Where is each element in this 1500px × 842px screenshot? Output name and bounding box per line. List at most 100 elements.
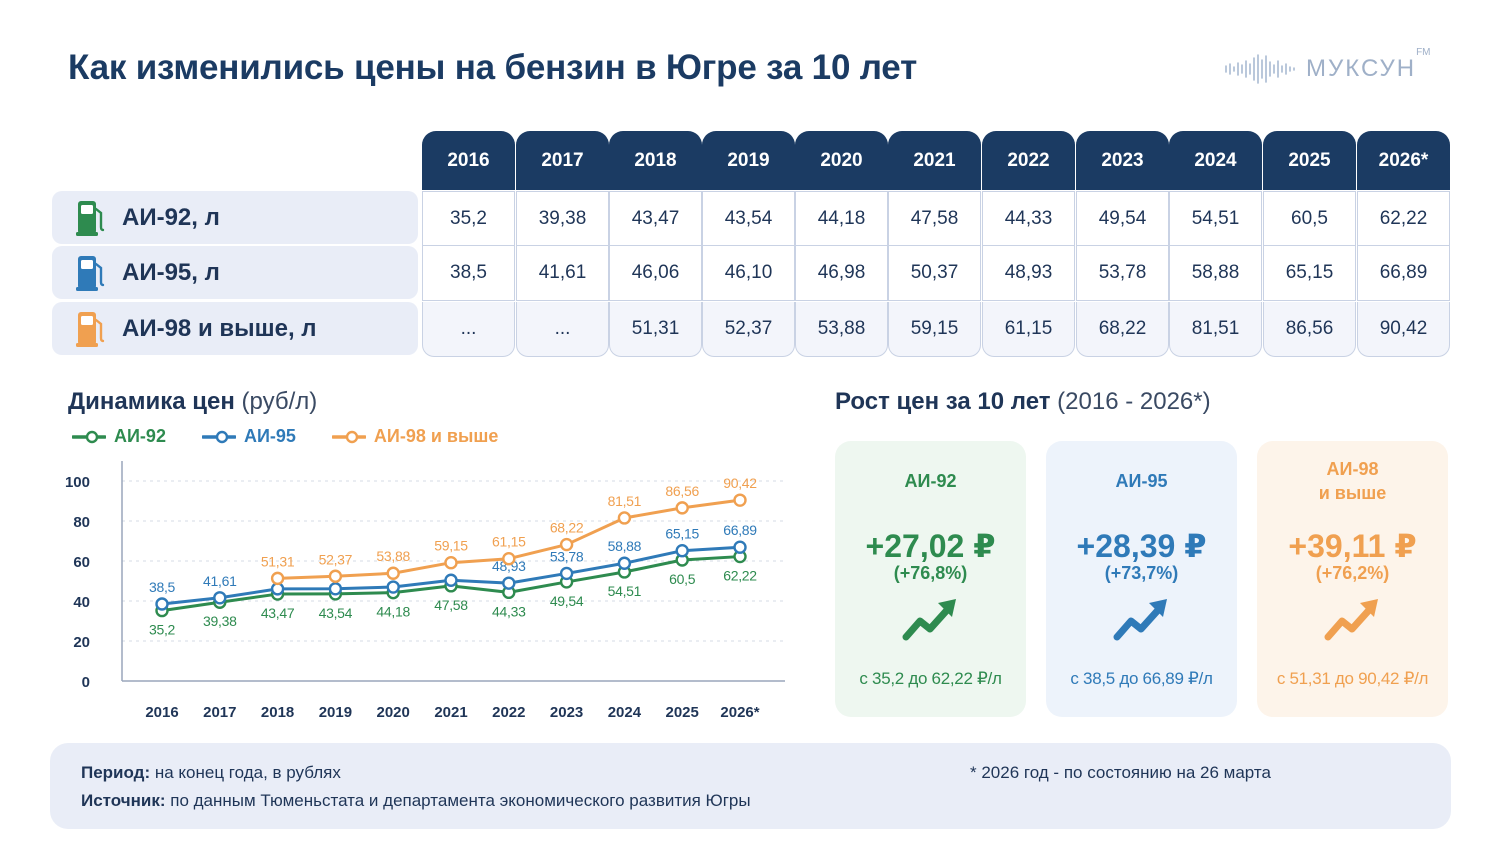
data-point	[733, 493, 747, 507]
data-label: 39,38	[203, 613, 237, 629]
growth-card-amount: +27,02 ₽	[865, 528, 996, 564]
y-tick-label: 80	[73, 514, 90, 531]
growth-card: АИ-92 +27,02 ₽ (+76,8%) с 35,2 до 62,22 ₽/л	[835, 441, 1026, 717]
data-label: 66,89	[723, 522, 757, 538]
data-label: 65,15	[665, 526, 699, 542]
table-cell: 86,56	[1263, 302, 1356, 357]
growth-card-amount: +39,11 ₽	[1288, 528, 1417, 564]
data-point	[617, 556, 632, 570]
table-cell: 68,22	[1076, 302, 1169, 357]
trend-up-arrow-icon	[1113, 599, 1167, 641]
table-cell: 52,37	[702, 302, 795, 357]
data-label: 59,15	[434, 538, 468, 554]
y-tick-label: 100	[65, 474, 90, 491]
x-tick-label: 2018	[261, 704, 294, 721]
fuel-row-label-text: АИ-95, л	[122, 258, 220, 286]
data-point	[559, 537, 574, 552]
legend-label: АИ-92	[114, 426, 166, 446]
data-label: 61,15	[492, 534, 526, 550]
table-cell: 66,89	[1357, 246, 1450, 301]
table-cell: 43,47	[609, 191, 702, 246]
table-cell: 50,37	[888, 246, 981, 301]
footer-notes: Период: на конец года, в рублях Источник…	[50, 743, 1451, 829]
chart-legend: АИ-92 АИ-95 АИ-98 и выше	[72, 426, 498, 447]
table-cell: 65,15	[1263, 246, 1356, 301]
growth-card-fuel: АИ-92	[904, 471, 957, 491]
data-point	[328, 582, 343, 596]
table-cell: 38,5	[422, 246, 515, 301]
data-label: 58,88	[608, 538, 642, 554]
price-line-chart: 0 20 40 60 80 100 2016 2017 2018 2019 2020 2021 2022…	[65, 461, 785, 721]
table-cell: 46,10	[702, 246, 795, 301]
table-cell: 53,88	[795, 302, 888, 357]
y-tick-label: 60	[73, 554, 90, 571]
table-cell: 59,15	[888, 302, 981, 357]
data-label: 38,5	[149, 579, 176, 595]
trend-up-arrow-icon	[1324, 599, 1378, 641]
source-note: Источник: по данным Тюменьстата и департ…	[81, 791, 751, 810]
data-label: 62,22	[723, 568, 757, 584]
table-year-header: 2019	[702, 131, 795, 190]
table-cell: 46,06	[609, 246, 702, 301]
x-tick-label: 2025	[666, 704, 699, 721]
data-label: 44,33	[492, 603, 526, 619]
data-point	[386, 580, 400, 594]
table-cell: 41,61	[516, 246, 609, 301]
growth-card-range: с 35,2 до 62,22 ₽/л	[859, 669, 1002, 688]
fuel-row-label-text: АИ-98 и выше, л	[122, 314, 317, 342]
y-tick-label: 40	[73, 594, 90, 611]
data-label: 60,5	[669, 571, 696, 587]
data-point	[328, 569, 343, 583]
logo-text: МУКСУНFM	[1306, 47, 1431, 82]
legend-label: АИ-98 и выше	[373, 426, 499, 446]
table-cell: 60,5	[1263, 191, 1356, 246]
legend-item: АИ-92	[72, 426, 166, 447]
legend-label: АИ-95	[243, 426, 296, 446]
table-cell: 39,38	[516, 191, 609, 246]
data-label: 51,31	[261, 553, 295, 569]
growth-card-percent: (+76,8%)	[893, 563, 968, 583]
data-point	[444, 555, 458, 570]
growth-card-amount: +28,39 ₽	[1076, 528, 1207, 564]
x-tick-label: 2019	[319, 704, 352, 721]
table-cell: 46,98	[795, 246, 888, 301]
data-label: 52,37	[319, 551, 353, 567]
data-point	[444, 573, 458, 587]
data-label: 44,18	[376, 604, 410, 620]
table-year-header: 2021	[888, 131, 981, 190]
fuel-pump-icon	[76, 310, 106, 348]
table-cell: 54,51	[1169, 191, 1262, 246]
x-tick-label: 2020	[377, 704, 410, 721]
data-label: 43,54	[319, 605, 353, 621]
table-year-header: 2020	[795, 131, 888, 190]
table-cell: 58,88	[1169, 246, 1262, 301]
table-year-header: 2025	[1263, 131, 1356, 190]
growth-card-range: с 38,5 до 66,89 ₽/л	[1070, 669, 1213, 688]
data-point	[617, 511, 632, 525]
data-label: 86,56	[665, 483, 699, 499]
legend-marker-icon	[201, 430, 236, 443]
table-year-header: 2024	[1169, 131, 1262, 190]
table-cell: 47,58	[888, 191, 981, 246]
data-label: 53,78	[550, 548, 584, 564]
x-tick-label: 2023	[550, 704, 583, 721]
table-cell: 62,22	[1357, 191, 1450, 246]
data-point	[733, 540, 747, 554]
table-year-header: 2017	[516, 131, 609, 190]
growth-card: АИ-95 +28,39 ₽ (+73,7%) с 38,5 до 66,89 ₽/л	[1046, 441, 1237, 717]
table-cell: 51,31	[609, 302, 702, 357]
page-title: Как изменились цены на бензин в Югре за …	[68, 48, 918, 87]
period-note: Период: на конец года, в рублях	[81, 763, 341, 782]
legend-marker-icon	[331, 430, 366, 443]
logo: МУКСУНFM	[1224, 47, 1431, 86]
table-cell: ...	[422, 302, 515, 357]
growth-card-fuel: АИ-98 и выше	[1318, 459, 1387, 503]
date-footnote: * 2026 год - по состоянию на 26 марта	[970, 763, 1271, 782]
x-tick-label: 2024	[608, 704, 642, 721]
fuel-pump-icon	[76, 199, 106, 237]
table-cell: 90,42	[1357, 302, 1450, 357]
table-cell: ...	[516, 302, 609, 357]
fuel-row-label: АИ-92, л	[52, 191, 418, 244]
table-cell: 48,93	[982, 246, 1075, 301]
chart-title: Динамика цен (руб/л)	[68, 388, 318, 415]
